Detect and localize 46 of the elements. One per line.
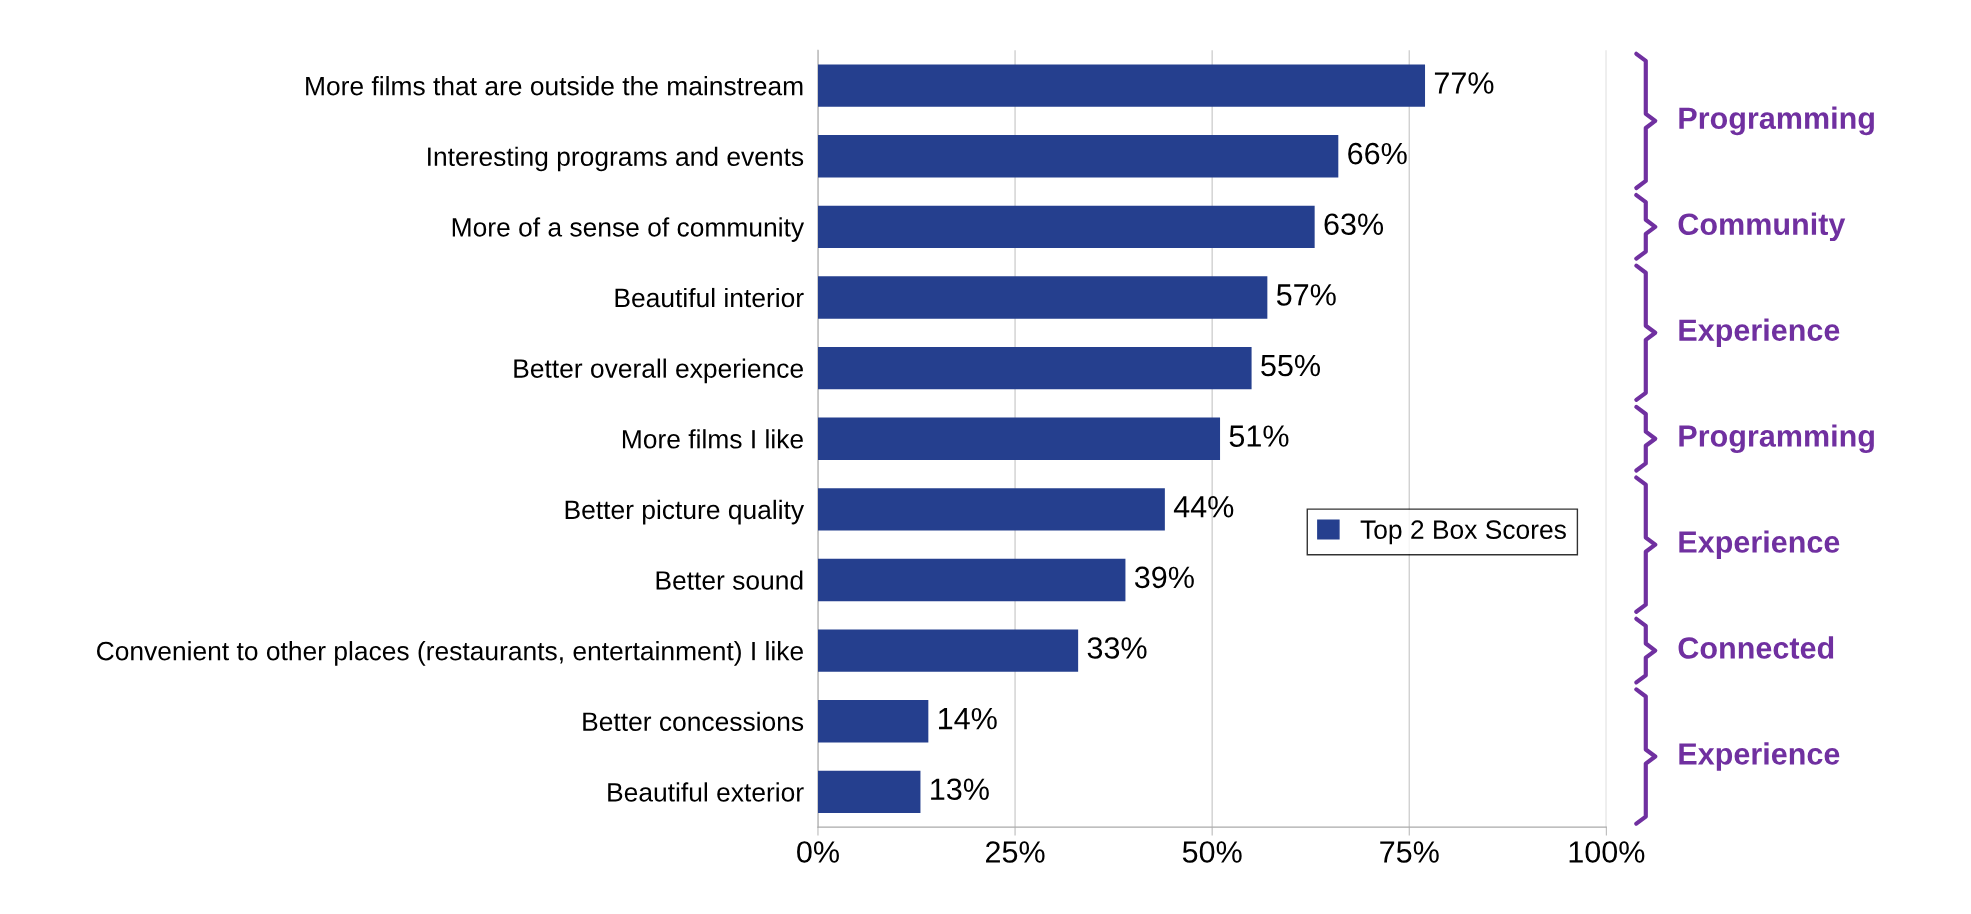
bar bbox=[817, 488, 1165, 531]
data-label: 44% bbox=[1173, 496, 1234, 518]
bar bbox=[817, 700, 929, 743]
data-label: 66% bbox=[1348, 142, 1407, 165]
y-tick-label: Convenient to other places (restaurants, entertainment) I like bbox=[97, 641, 803, 666]
data-label: 63% bbox=[1324, 213, 1384, 236]
bar bbox=[817, 417, 1221, 460]
text: Connected bbox=[1678, 636, 1834, 659]
data-label: 13% bbox=[931, 778, 989, 801]
bar bbox=[817, 558, 1126, 602]
data-label: 14% bbox=[939, 707, 997, 730]
y-tick-label: Better overall experience bbox=[514, 358, 803, 384]
y-tick-label: Beautiful interior bbox=[615, 287, 804, 308]
bar bbox=[817, 205, 1315, 249]
x-tick-label: 100% bbox=[1569, 841, 1645, 863]
x-tick-label: 25% bbox=[986, 841, 1045, 863]
x-tick-label: 0% bbox=[797, 841, 839, 863]
bar bbox=[817, 629, 1079, 672]
text: Experience bbox=[1679, 530, 1840, 559]
y-tick-label: More of a sense of community bbox=[452, 217, 805, 242]
bar bbox=[817, 135, 1339, 178]
text: Community bbox=[1678, 212, 1846, 242]
text: Programming bbox=[1679, 424, 1874, 454]
data-label: 77% bbox=[1434, 72, 1494, 94]
y-tick-label: More films that are outside the mainstream bbox=[306, 76, 803, 96]
data-label: 51% bbox=[1229, 425, 1289, 447]
bar bbox=[817, 770, 921, 814]
data-label: 57% bbox=[1276, 284, 1336, 306]
text: Programming bbox=[1679, 106, 1874, 136]
text: Experience bbox=[1679, 318, 1840, 348]
y-tick-label: Better sound bbox=[656, 570, 803, 590]
bar bbox=[817, 64, 1426, 107]
y-tick-label: More films I like bbox=[622, 429, 803, 449]
y-tick-label: Interesting programs and events bbox=[428, 146, 804, 172]
y-tick-label: Beautiful exterior bbox=[608, 782, 804, 802]
bar bbox=[817, 346, 1252, 390]
data-label: 33% bbox=[1087, 637, 1147, 659]
text: Experience bbox=[1679, 742, 1840, 771]
legend-label: Top 2 Box Scores bbox=[1360, 520, 1566, 545]
x-tick-label: 50% bbox=[1182, 841, 1242, 863]
y-tick-label: Better concessions bbox=[583, 711, 804, 732]
data-label: 39% bbox=[1134, 566, 1194, 589]
bar bbox=[817, 276, 1268, 319]
x-tick-label: 75% bbox=[1380, 841, 1439, 863]
data-label: 55% bbox=[1261, 354, 1320, 377]
y-tick-label: Better picture quality bbox=[565, 499, 805, 525]
